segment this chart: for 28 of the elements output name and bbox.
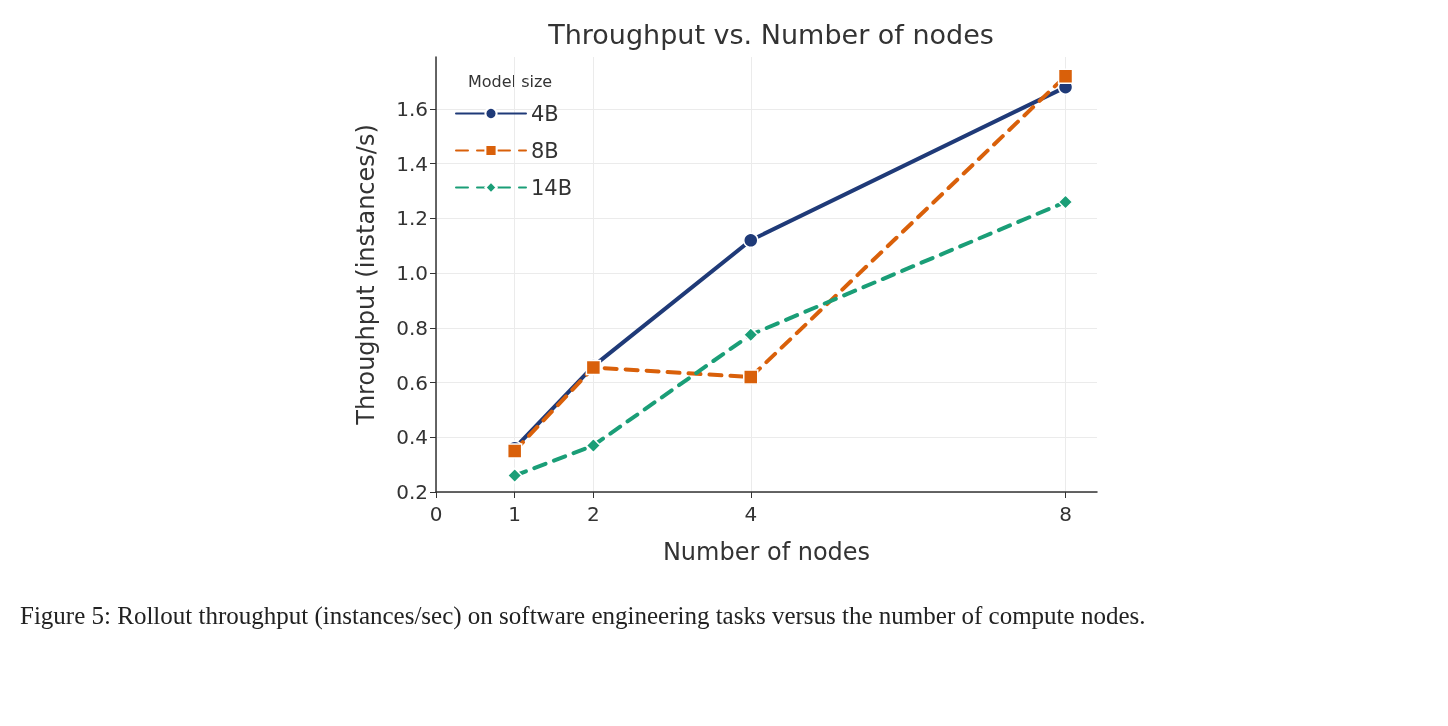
point [585, 437, 602, 454]
y-tick-label: 0.8 [396, 315, 428, 340]
legend-title: Model size [468, 71, 553, 91]
point [743, 369, 759, 385]
y-tick-label: 0.2 [396, 480, 428, 504]
point [1057, 68, 1074, 84]
x-tick-label: 4 [744, 502, 758, 526]
x-tick-label: 2 [587, 502, 600, 526]
x-axis-title: Number of nodes [662, 538, 871, 566]
point [1057, 194, 1074, 210]
point [743, 232, 759, 249]
y-axis-title: Throughput (instances/s) [352, 124, 380, 426]
legend-label: 4B [531, 101, 559, 126]
y-tick-label: 0.4 [396, 425, 428, 450]
x-tick-label: 1 [508, 502, 522, 526]
point [506, 467, 523, 484]
x-tick-label: 0 [429, 502, 443, 526]
x-tick-label: 8 [1059, 502, 1072, 526]
legend-label: 14B [531, 175, 573, 200]
chart-title: Throughput vs. Number of nodes [547, 19, 994, 50]
y-tick-label: 1.0 [396, 261, 428, 286]
caption: Figure 5: Rollout throughput (instances/sec) on software engineering tasks versus the number of compute nodes. [20, 601, 1147, 632]
point [743, 326, 759, 343]
y-tick-label: 1.6 [396, 96, 428, 121]
y-tick-label: 0.6 [396, 370, 428, 395]
y-tick-label: 1.4 [396, 151, 428, 176]
legend-label: 8B [531, 138, 559, 163]
y-tick-label: 1.2 [396, 206, 428, 231]
